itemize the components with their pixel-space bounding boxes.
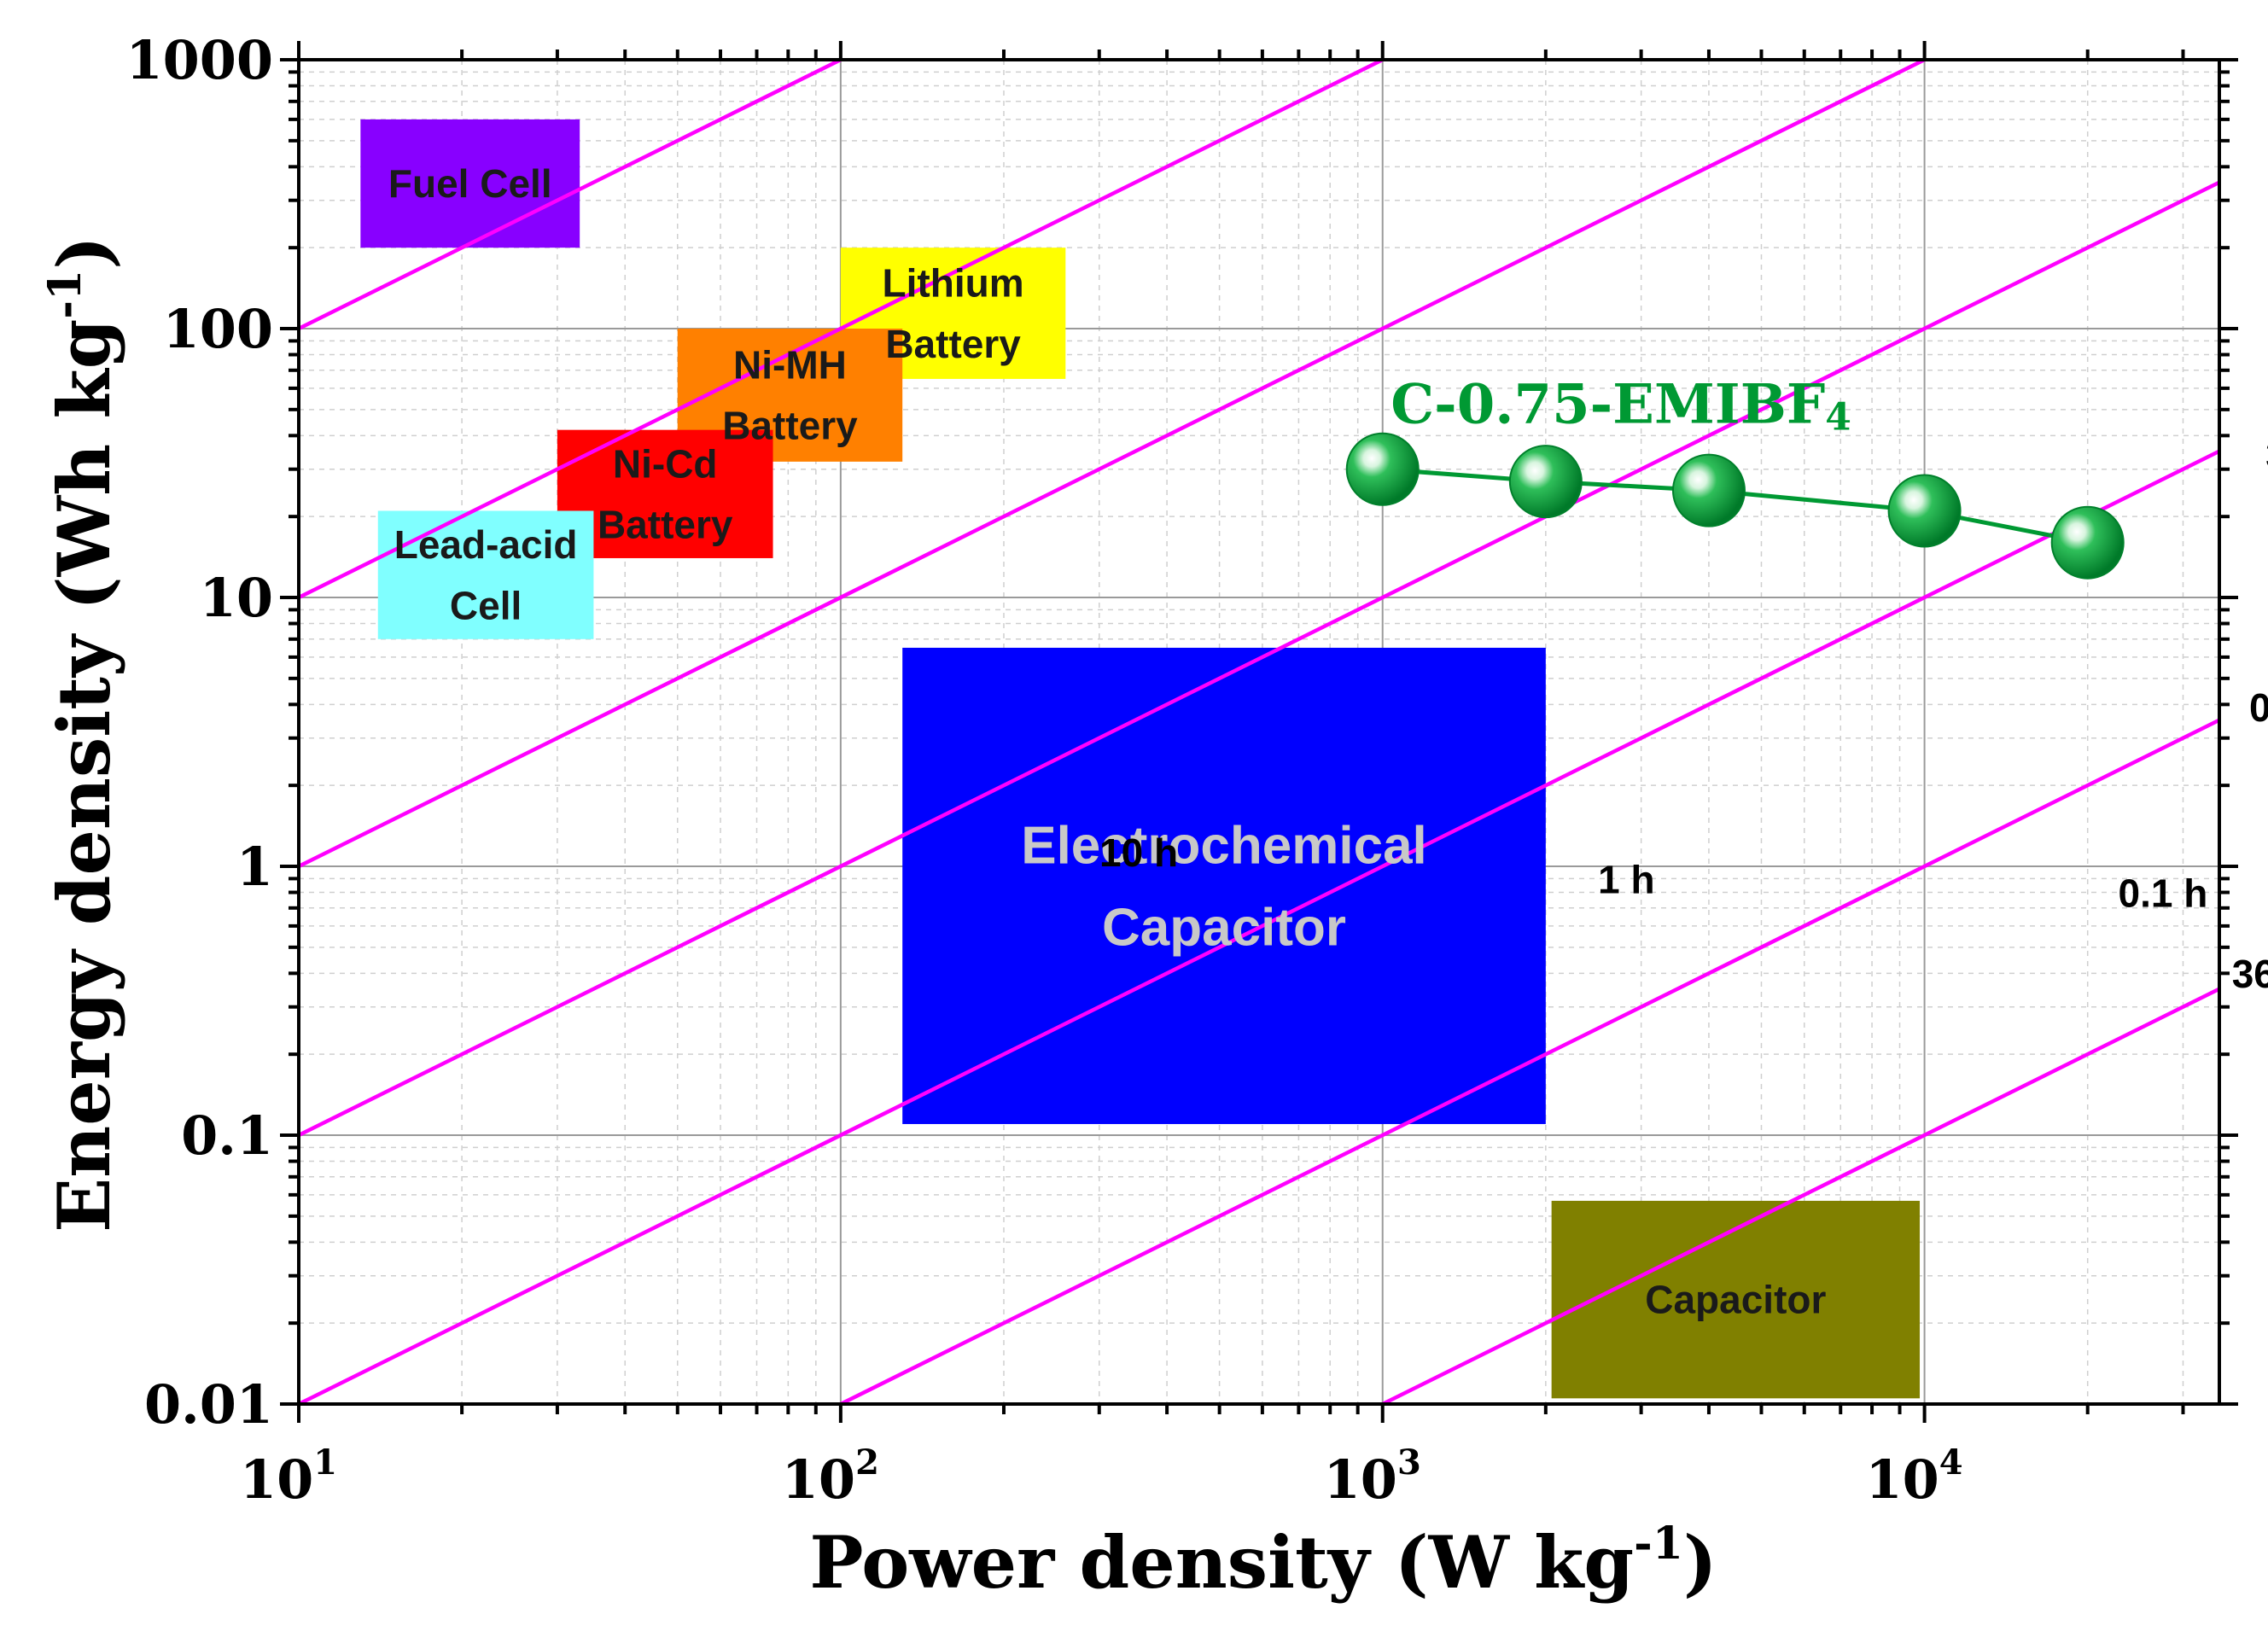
region-fuel-cell xyxy=(360,119,580,248)
time-label: 3.6 s xyxy=(2265,433,2268,477)
series-label: C-0.75-EMIBF4 xyxy=(1391,372,1851,439)
y-tick-label: 100 xyxy=(163,298,273,360)
region-label-capacitor: Capacitor xyxy=(1645,1278,1826,1322)
data-point xyxy=(1345,432,1420,506)
y-tick-label: 0.01 xyxy=(144,1373,273,1436)
y-tick-label: 10 xyxy=(200,567,273,629)
region-label-ni-mh-battery: Ni-MH xyxy=(733,342,847,387)
time-label: 1 h xyxy=(1598,858,1654,902)
x-tick-label-exponent: 3 xyxy=(1397,1442,1421,1483)
region-label-ni-mh-battery: Battery xyxy=(722,404,858,448)
region-capacitor xyxy=(1551,1200,1921,1399)
region-label-lead-acid-cell: Cell xyxy=(450,583,522,627)
time-constant-lines xyxy=(299,60,2219,1404)
time-line-3_6-s xyxy=(299,449,2219,1404)
data-series: C-0.75-EMIBF4 xyxy=(1345,372,2125,580)
time-line-10-h xyxy=(299,60,842,331)
time-label: 0.36 s xyxy=(2249,685,2268,730)
x-tick-label-exponent: 1 xyxy=(313,1442,337,1483)
x-axis-title: Power density (W kg-1) xyxy=(809,1518,1717,1605)
region-label-ni-cd-battery: Ni-Cd xyxy=(613,441,718,486)
region-label-fuel-cell: Fuel Cell xyxy=(388,161,552,206)
time-line-36-ms xyxy=(1381,987,2219,1404)
region-label-ni-cd-battery: Battery xyxy=(598,503,733,547)
region-lead-acid-cell xyxy=(377,510,594,639)
region-label-lithium-battery: Battery xyxy=(885,322,1021,366)
x-axis-title-end: ) xyxy=(1683,1520,1717,1605)
x-tick-label-exponent: 4 xyxy=(1939,1442,1963,1483)
time-line-36-s xyxy=(299,180,2219,1138)
x-axis-title-main: Power density (W kg xyxy=(809,1520,1634,1605)
time-line-0_1-h xyxy=(299,60,1926,869)
x-axis-title-sup: -1 xyxy=(1634,1518,1683,1570)
series-label-subscript: 4 xyxy=(1825,395,1851,439)
region-electrochemical-capacitor xyxy=(902,647,1546,1124)
data-point xyxy=(1887,474,1962,548)
x-tick-label: 102 xyxy=(782,1442,879,1511)
region-label-electrochemical-capacitor: Capacitor xyxy=(1102,899,1346,958)
region-label-electrochemical-capacitor: Electrochemical xyxy=(1021,817,1427,876)
y-tick-label: 1 xyxy=(236,836,273,898)
data-point xyxy=(1671,453,1746,527)
time-labels: 10 h1 h0.1 h36 s3.6 s0.36 s36 ms xyxy=(1099,433,2268,996)
time-label: 10 h xyxy=(1099,830,1178,875)
y-axis-title-end: ) xyxy=(42,236,126,270)
region-labels: Fuel CellLithiumBatteryNi-MHBatteryNi-Cd… xyxy=(388,161,1827,1322)
y-tick-label: 0.1 xyxy=(181,1104,273,1167)
x-tick-label: 101 xyxy=(240,1442,337,1511)
x-tick-label: 104 xyxy=(1866,1442,1963,1511)
plot-frame xyxy=(297,58,2221,1406)
data-point xyxy=(1508,445,1583,519)
y-axis-title: Energy density (Wh kg-1) xyxy=(39,236,126,1232)
time-label: 36 ms xyxy=(2232,952,2268,996)
region-label-lithium-battery: Lithium xyxy=(883,261,1024,306)
data-point xyxy=(2050,505,2125,580)
y-axis-title-main: Energy density (Wh kg xyxy=(42,319,126,1232)
x-tick-label-exponent: 2 xyxy=(855,1442,879,1483)
x-tick-label: 103 xyxy=(1324,1442,1421,1511)
y-tick-label: 1000 xyxy=(125,29,273,91)
time-label: 0.1 h xyxy=(2119,871,2208,915)
time-line-1-h xyxy=(299,60,1384,600)
regions xyxy=(360,119,1921,1399)
region-label-lead-acid-cell: Lead-acid xyxy=(394,522,578,567)
time-line-0_36-s xyxy=(839,718,2219,1404)
y-axis-title-sup: -1 xyxy=(39,270,91,319)
